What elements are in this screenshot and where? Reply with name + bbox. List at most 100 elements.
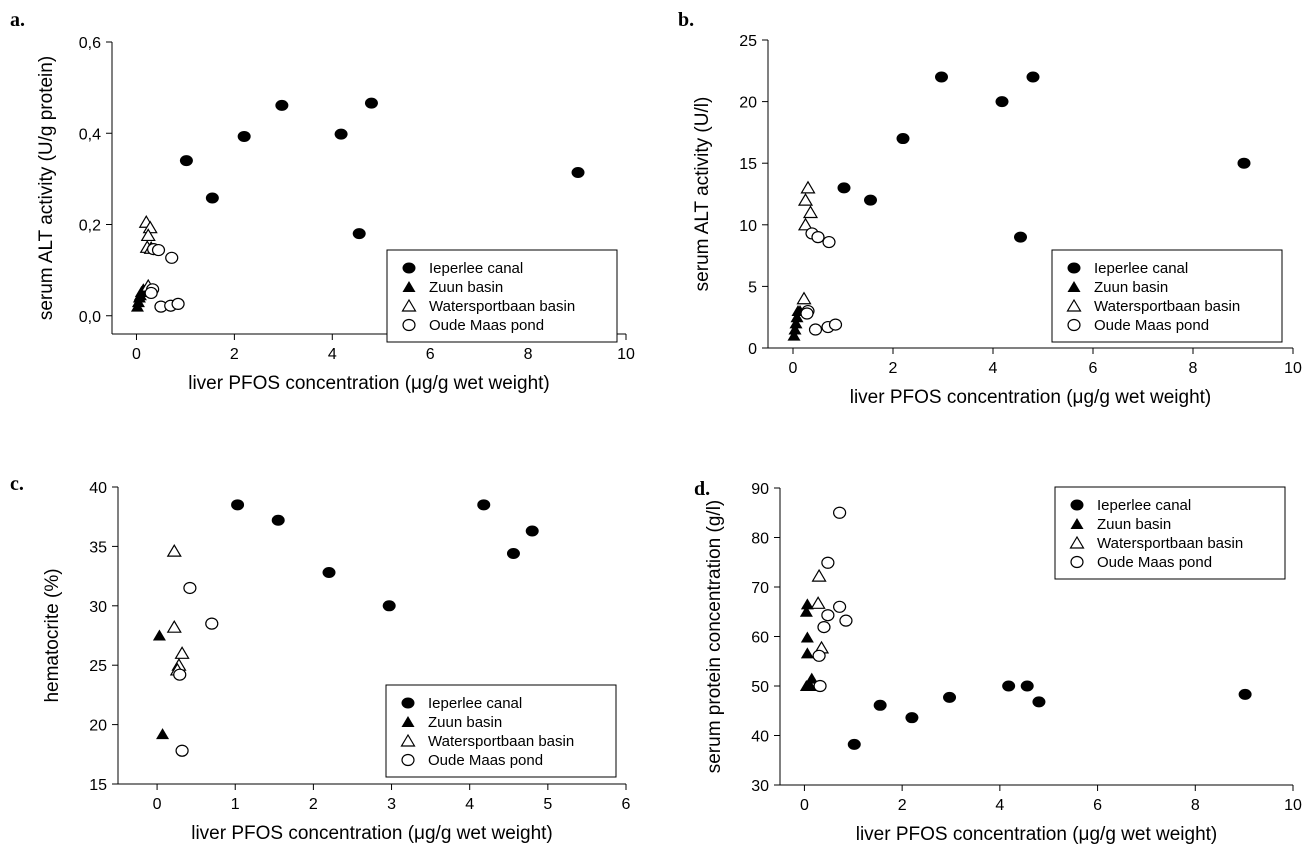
legend-label: Oude Maas pond: [1097, 554, 1212, 571]
y-axis-title: hematocrite (%): [42, 568, 63, 702]
y-tick-label: 80: [751, 531, 769, 548]
panel-letter: d.: [694, 478, 710, 500]
legend-marker: [400, 733, 416, 747]
data-point: [789, 317, 803, 329]
x-tick-label: 0: [132, 346, 141, 363]
data-point: [847, 738, 861, 750]
data-point: [839, 614, 853, 627]
y-tick-label: 0,4: [79, 126, 101, 143]
data-point: [828, 318, 843, 331]
series-ieperlee-canal: [179, 97, 585, 240]
legend-label: Zuun basin: [1097, 516, 1171, 533]
x-tick-label: 4: [995, 797, 1004, 814]
y-tick-label: 5: [748, 279, 757, 296]
legend-label: Oude Maas pond: [429, 317, 544, 334]
data-point: [171, 297, 185, 310]
legend: Ieperlee canal Zuun basin Watersportbaan b…: [1051, 249, 1283, 343]
data-point: [935, 71, 948, 83]
legend-box: [385, 684, 617, 778]
y-tick-label: 25: [739, 33, 757, 50]
panel-letter: a.: [10, 9, 25, 31]
legend-label: Oude Maas pond: [1094, 317, 1209, 334]
legend-marker: [1070, 518, 1084, 529]
legend-marker: [401, 753, 415, 767]
data-point: [797, 217, 814, 231]
data-point: [183, 581, 197, 595]
y-tick-label: 40: [751, 729, 769, 746]
data-point: [352, 228, 366, 240]
legend-marker: [401, 298, 417, 312]
data-point: [1026, 71, 1040, 83]
panel-letter: b.: [678, 9, 694, 31]
legend: Ieperlee canal Zuun basin Watersportbaan b…: [386, 249, 618, 343]
y-tick-label: 0,6: [79, 35, 101, 52]
y-tick-label: 30: [751, 778, 769, 795]
legend-label: Ieperlee canal: [429, 260, 523, 277]
data-point: [1020, 680, 1034, 692]
chart-panel-1: a. 0 2 4 6 8 10 0,0 0,2 0,4 0,6 liver PFOS concentr…: [10, 9, 635, 394]
legend-label: Oude Maas pond: [428, 752, 543, 769]
data-point: [173, 668, 187, 681]
series-zuun-basin: [799, 598, 819, 691]
x-tick-label: 6: [1093, 797, 1102, 814]
data-point: [810, 596, 826, 609]
data-point: [796, 291, 812, 305]
data-point: [275, 99, 289, 111]
y-tick-label: 20: [739, 95, 757, 112]
x-tick-label: 0: [800, 797, 809, 814]
x-tick-label: 6: [1089, 360, 1098, 377]
y-tick-label: 0,2: [79, 218, 101, 235]
data-point: [821, 556, 835, 569]
x-tick-label: 6: [622, 796, 631, 813]
data-point: [364, 97, 378, 109]
series-ieperlee-canal: [837, 71, 1251, 243]
chart-panel-2: b. 0 2 4 6 8 10 0 5 10 15 20 25 liver PFOS concentrat…: [678, 9, 1302, 408]
legend-label: Watersportbaan basin: [428, 733, 574, 750]
legend-label: Watersportbaan basin: [1094, 298, 1240, 315]
data-point: [800, 307, 814, 320]
x-tick-label: 8: [1189, 360, 1198, 377]
data-point: [174, 646, 190, 659]
y-tick-label: 0,0: [79, 309, 101, 326]
data-point: [1002, 680, 1016, 692]
data-point: [334, 128, 348, 140]
y-axis-title: serum protein concentration (g/l): [704, 500, 725, 774]
legend-marker: [402, 281, 416, 292]
data-point: [237, 130, 251, 142]
x-tick-label: 10: [1284, 360, 1302, 377]
data-point: [817, 620, 831, 634]
data-point: [165, 251, 179, 264]
data-point: [800, 598, 814, 610]
y-tick-label: 15: [89, 777, 107, 794]
x-axis-title: liver PFOS concentration (μg/g wet weigh…: [850, 387, 1212, 408]
data-point: [506, 548, 520, 560]
legend-marker: [1067, 281, 1081, 292]
data-point: [802, 205, 819, 219]
data-point: [322, 567, 336, 579]
data-point: [571, 166, 585, 178]
x-tick-label: 4: [989, 360, 998, 377]
y-tick-label: 50: [751, 679, 769, 696]
legend-box: [1051, 249, 1283, 343]
y-tick-label: 20: [89, 718, 107, 735]
panel-letter: c.: [10, 473, 24, 495]
x-tick-label: 0: [153, 796, 162, 813]
x-tick-label: 2: [230, 346, 239, 363]
y-tick-label: 70: [751, 580, 769, 597]
data-point: [477, 499, 491, 511]
legend-label: Watersportbaan basin: [429, 298, 575, 315]
legend-marker: [401, 697, 415, 709]
data-point: [905, 712, 919, 724]
legend-box: [386, 249, 618, 343]
series-oude-maas-pond: [800, 227, 843, 336]
data-point: [205, 617, 219, 630]
series-zuun-basin: [152, 629, 170, 740]
y-tick-label: 15: [739, 156, 757, 173]
data-point: [152, 629, 166, 641]
legend-box: [1054, 486, 1286, 580]
x-tick-label: 4: [328, 346, 337, 363]
data-point: [813, 679, 827, 693]
data-point: [800, 647, 814, 659]
data-point: [1237, 157, 1251, 169]
